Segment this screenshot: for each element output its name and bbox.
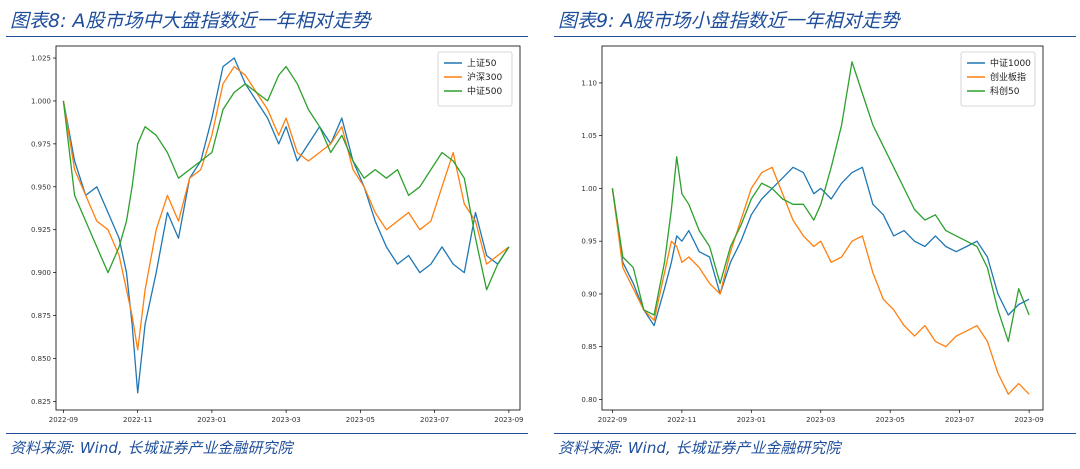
legend-label: 中证500	[467, 85, 502, 97]
x-tick-label: 2022-11	[123, 416, 152, 424]
title-rule	[6, 36, 528, 37]
x-tick-label: 2023-03	[272, 416, 301, 424]
legend-box	[437, 51, 513, 107]
x-tick-label: 2023-03	[806, 416, 835, 424]
y-tick-label: 1.025	[31, 55, 51, 63]
title-rule	[554, 36, 1076, 37]
y-tick-label: 1.000	[31, 97, 51, 105]
x-tick-label: 2023-07	[945, 416, 974, 424]
legend-label: 沪深300	[467, 71, 502, 83]
y-tick-label: 0.80	[581, 396, 597, 404]
y-tick-label: 0.950	[31, 183, 51, 191]
line-chart-small-cap: 0.80 0.85 0.90 0.95 1.00 1.05 1.10 2022-09 2022-…	[581, 45, 1044, 424]
legend-label: 上证50	[467, 58, 497, 69]
y-tick-label: 0.925	[31, 226, 51, 234]
plot-frame	[55, 45, 521, 411]
x-tick-label: 2023-09	[1014, 416, 1043, 424]
x-tick-label: 2023-09	[494, 416, 523, 424]
y-tick-label: 0.95	[581, 238, 597, 246]
series-line-3	[611, 61, 1030, 343]
chart-title: 图表8: A股市场中大盘指数近一年相对走势	[10, 10, 371, 32]
chart-title: 图表9: A股市场小盘指数近一年相对走势	[558, 10, 900, 32]
legend-label: 中证1000	[990, 57, 1031, 69]
x-tick-label: 2023-07	[420, 416, 449, 424]
plot-frame	[601, 45, 1044, 411]
series-line-3	[62, 65, 510, 291]
chart-panel-right: 图表9: A股市场小盘指数近一年相对走势 0.80 0.85 0.90 0.95 1.0…	[548, 0, 1080, 469]
y-tick-label: 1.05	[581, 132, 597, 140]
y-tick-label: 0.825	[31, 398, 51, 406]
x-tick-label: 2023-05	[346, 416, 375, 424]
x-tick-label: 2023-05	[876, 416, 905, 424]
source-note: 资料来源: Wind, 长城证券产业金融研究院	[10, 439, 293, 457]
x-tick-label: 2023-01	[737, 416, 766, 424]
series-line-1	[62, 57, 510, 394]
legend-label: 创业板指	[990, 71, 1026, 83]
y-tick-label: 1.00	[581, 185, 597, 193]
y-tick-label: 0.875	[31, 312, 51, 320]
series-line-1	[611, 166, 1030, 327]
y-tick-label: 0.90	[581, 290, 597, 298]
line-chart-large-cap: 0.825 0.850 0.875 0.900 0.925 0.950 0.975 1.000…	[31, 45, 523, 424]
y-tick-label: 0.85	[581, 343, 597, 351]
source-rule	[554, 433, 1076, 434]
chart-panel-left: 图表8: A股市场中大盘指数近一年相对走势 0.825 0.850 0.875 0.9…	[0, 0, 532, 469]
x-tick-label: 2022-09	[598, 416, 627, 424]
series-line-2	[611, 166, 1030, 395]
y-tick-label: 1.10	[581, 79, 597, 87]
x-tick-label: 2022-11	[667, 416, 696, 424]
source-note: 资料来源: Wind, 长城证券产业金融研究院	[558, 439, 841, 457]
source-rule	[6, 433, 528, 434]
legend-box	[960, 51, 1036, 107]
y-tick-label: 0.900	[31, 269, 51, 277]
legend-label: 科创50	[990, 85, 1020, 97]
y-tick-label: 0.975	[31, 140, 51, 148]
series-line-2	[62, 65, 510, 351]
x-tick-label: 2023-01	[197, 416, 226, 424]
y-tick-label: 0.850	[31, 355, 51, 363]
x-tick-label: 2022-09	[49, 416, 78, 424]
